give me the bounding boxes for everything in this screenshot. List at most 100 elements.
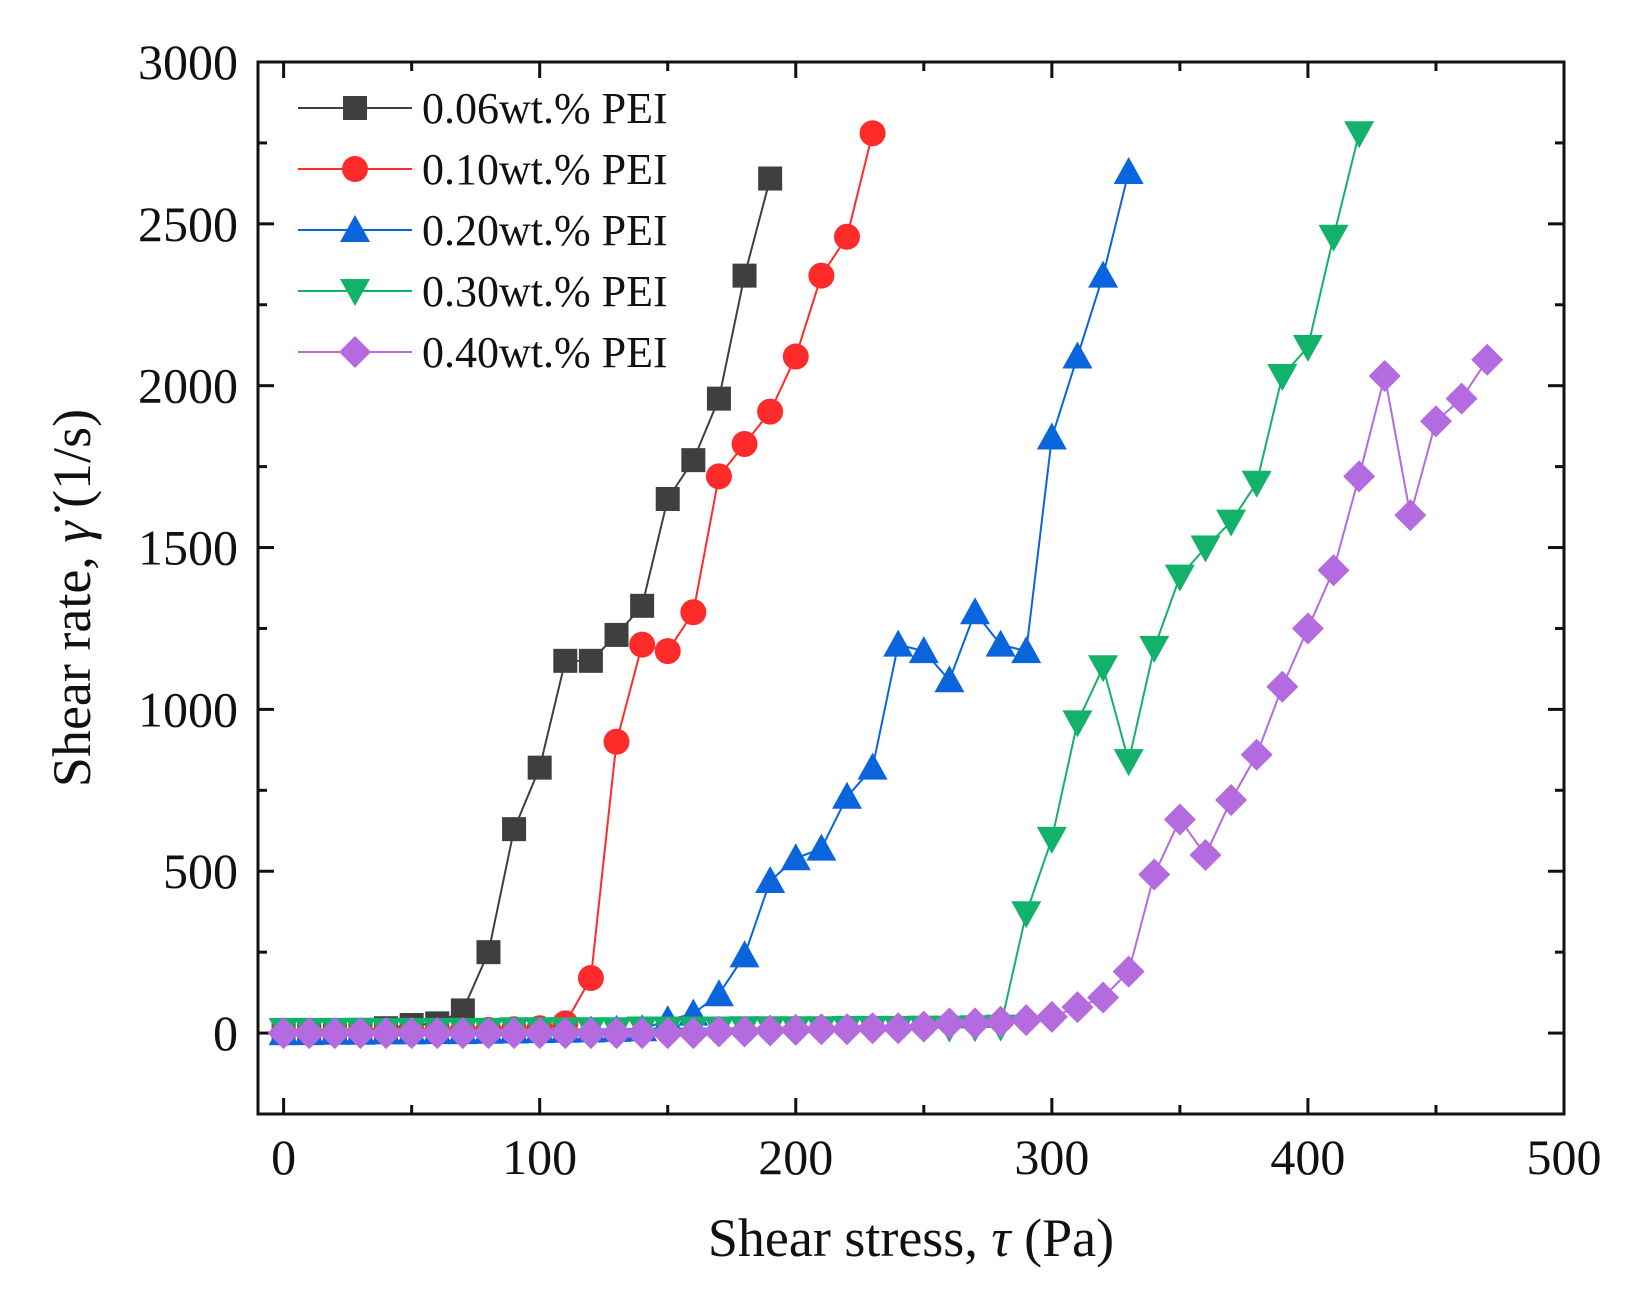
data-point	[706, 386, 731, 411]
legend-item: 0.06wt.% PEI	[298, 84, 668, 133]
x-tick-label: 500	[1527, 1129, 1602, 1185]
x-tick-label: 300	[1014, 1129, 1089, 1185]
data-point	[755, 865, 786, 893]
data-point	[680, 599, 707, 626]
y-axis-title-unit: (1/s)	[42, 409, 102, 521]
data-point	[703, 979, 734, 1007]
data-point	[600, 1017, 633, 1050]
data-point	[1062, 710, 1093, 738]
data-point	[1368, 359, 1401, 392]
data-point	[732, 263, 757, 288]
data-point	[476, 940, 501, 965]
data-point	[1240, 738, 1273, 771]
data-point	[908, 636, 939, 664]
data-point	[1419, 405, 1452, 438]
data-point	[1139, 635, 1170, 663]
data-point	[856, 1012, 889, 1045]
data-point	[959, 1007, 992, 1040]
data-point	[1344, 121, 1375, 149]
data-point	[985, 629, 1016, 657]
data-point	[1317, 554, 1350, 587]
data-point	[1445, 382, 1478, 415]
data-point	[1163, 803, 1196, 836]
data-point	[267, 1017, 300, 1050]
x-axis-title-unit: (Pa)	[1011, 1208, 1114, 1268]
series-4	[267, 343, 1504, 1050]
data-point	[629, 631, 656, 658]
data-point	[574, 1017, 607, 1050]
series-layer	[267, 120, 1504, 1050]
data-point	[1138, 858, 1171, 891]
y-tick-label: 1000	[138, 681, 238, 737]
data-point	[604, 622, 629, 647]
legend-label: 0.30wt.% PEI	[422, 267, 668, 316]
data-point	[549, 1017, 582, 1050]
y-tick-label: 0	[213, 1005, 238, 1061]
data-point	[577, 965, 604, 992]
data-point	[1164, 564, 1195, 592]
data-point	[782, 343, 809, 370]
data-point	[1471, 343, 1504, 376]
data-point	[1215, 784, 1248, 817]
series-3	[268, 121, 1375, 1045]
y-axis: 0 500 1000 1500 2000 2500 3000	[138, 34, 1564, 1116]
x-tick-label: 100	[502, 1129, 577, 1185]
data-point	[421, 1017, 454, 1050]
legend-item: 0.40wt.% PEI	[298, 328, 668, 377]
legend-label: 0.06wt.% PEI	[422, 84, 668, 133]
series-1	[270, 120, 886, 1047]
y-tick-label: 2500	[138, 196, 238, 252]
legend-label: 0.20wt.% PEI	[422, 206, 668, 255]
data-point	[472, 1017, 505, 1050]
x-axis-title-prefix: Shear stress,	[708, 1208, 991, 1268]
data-point	[960, 597, 991, 625]
legend-item: 0.10wt.% PEI	[298, 145, 668, 194]
legend-item: 0.30wt.% PEI	[298, 267, 668, 316]
plot-area: 0 100 200 300 400 500 0 500 1000 1500 2000 2500 300…	[138, 34, 1602, 1185]
data-point	[1292, 334, 1323, 362]
data-point	[527, 755, 552, 780]
legend: 0.06wt.% PEI 0.10wt.% PEI 0.20wt.% PEI 0.30…	[298, 84, 668, 377]
y-axis-title-prefix: Shear rate,	[42, 543, 102, 787]
data-point	[1010, 1004, 1043, 1037]
data-point	[1113, 749, 1144, 777]
data-point	[1266, 670, 1299, 703]
data-point	[1189, 839, 1222, 872]
data-point	[1216, 509, 1247, 537]
data-point	[1267, 363, 1298, 391]
legend-marker	[339, 336, 371, 368]
data-point	[651, 1017, 684, 1050]
data-point	[1291, 612, 1324, 645]
data-point	[780, 843, 811, 871]
data-point	[702, 1015, 735, 1048]
data-point	[654, 638, 681, 665]
data-point	[728, 1015, 761, 1048]
x-axis-title-symbol: τ	[991, 1208, 1012, 1268]
data-point	[395, 1017, 428, 1050]
data-point	[1112, 955, 1145, 988]
data-point	[344, 1017, 377, 1050]
data-point	[830, 1013, 863, 1046]
data-point	[731, 430, 758, 457]
series-line	[283, 171, 1130, 1035]
data-point	[758, 166, 783, 191]
data-point	[677, 1017, 710, 1050]
y-tick-label: 1500	[138, 520, 238, 576]
data-point	[502, 817, 527, 842]
data-point	[1088, 260, 1119, 288]
x-tick-label: 200	[758, 1129, 833, 1185]
data-point	[806, 833, 837, 861]
data-point	[1087, 981, 1120, 1014]
data-point	[1036, 826, 1067, 854]
data-point	[757, 398, 784, 425]
data-point	[1241, 470, 1272, 498]
data-point	[934, 665, 965, 693]
data-point	[603, 728, 630, 755]
y-tick-label: 2000	[138, 358, 238, 414]
data-point	[553, 648, 578, 673]
data-point	[1036, 422, 1067, 450]
data-point	[655, 486, 680, 511]
data-point	[1343, 460, 1376, 493]
data-point	[498, 1017, 531, 1050]
